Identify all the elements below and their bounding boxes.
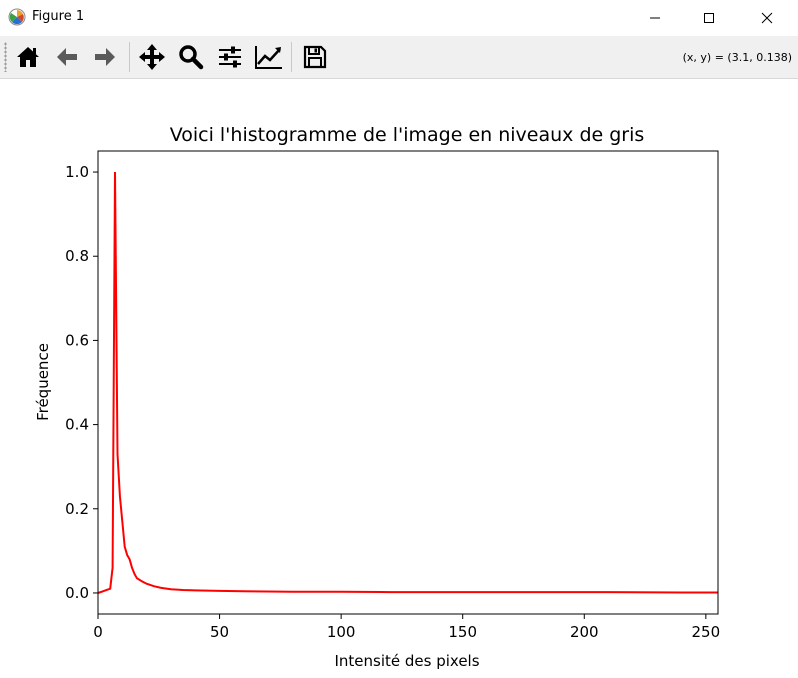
close-icon: [761, 12, 773, 24]
y-tick-label: 0.8: [65, 247, 89, 265]
home-button[interactable]: [12, 40, 44, 74]
sliders-icon: [219, 46, 241, 68]
edit-axis-button[interactable]: [253, 40, 285, 74]
minimize-icon: [650, 17, 660, 19]
floppy-disk-icon: [303, 45, 327, 69]
y-axis-label: Fréquence: [34, 343, 52, 421]
line-chart-icon: [255, 46, 282, 69]
maximize-button[interactable]: [686, 0, 732, 36]
move-icon: [139, 44, 165, 70]
magnifier-icon: [179, 45, 204, 70]
close-button[interactable]: [744, 0, 790, 36]
x-axis-label: Intensité des pixels: [334, 652, 479, 670]
chart-title: Voici l'histogramme de l'image en niveau…: [170, 124, 645, 146]
back-button[interactable]: [51, 40, 83, 74]
x-tick-label: 0: [93, 623, 103, 641]
y-tick-label: 0.4: [65, 416, 89, 434]
histogram-line: [97, 171, 718, 594]
subplots-button[interactable]: [214, 40, 246, 74]
save-button[interactable]: [299, 40, 331, 74]
matplotlib-logo-icon: [8, 8, 26, 26]
arrow-left-icon: [57, 48, 77, 66]
maximize-icon: [704, 13, 714, 23]
x-tick-label: 50: [210, 623, 229, 641]
zoom-button[interactable]: [175, 40, 207, 74]
window-title-bar: Figure 1: [0, 0, 798, 36]
arrow-right-icon: [95, 48, 115, 66]
y-tick-label: 0.6: [65, 331, 89, 349]
x-tick-label: 100: [327, 623, 356, 641]
y-tick-label: 0.0: [65, 584, 89, 602]
figure-canvas[interactable]: Voici l'histogramme de l'image en niveau…: [0, 79, 798, 678]
histogram-chart: Voici l'histogramme de l'image en niveau…: [34, 124, 720, 670]
x-tick-label: 250: [692, 623, 721, 641]
y-tick-label: 0.2: [65, 500, 89, 518]
minimize-button[interactable]: [632, 0, 678, 36]
axis-ticks: 0 50 100 150 200 250 0.0 0.2 0.4 0.6 0.8 1.0: [65, 163, 720, 641]
window-title: Figure 1: [32, 9, 85, 24]
navigation-toolbar: (x, y) = (3.1, 0.138): [0, 36, 798, 79]
y-tick-label: 1.0: [65, 163, 89, 181]
pan-button[interactable]: [136, 40, 168, 74]
x-tick-label: 150: [448, 623, 477, 641]
home-icon: [17, 47, 39, 67]
toolbar-grip[interactable]: [4, 42, 7, 72]
plot-area-frame: [97, 150, 719, 615]
x-tick-label: 200: [570, 623, 599, 641]
toolbar-separator: [129, 42, 130, 72]
toolbar-separator: [291, 42, 292, 72]
forward-button[interactable]: [89, 40, 121, 74]
cursor-coordinates: (x, y) = (3.1, 0.138): [682, 51, 792, 64]
